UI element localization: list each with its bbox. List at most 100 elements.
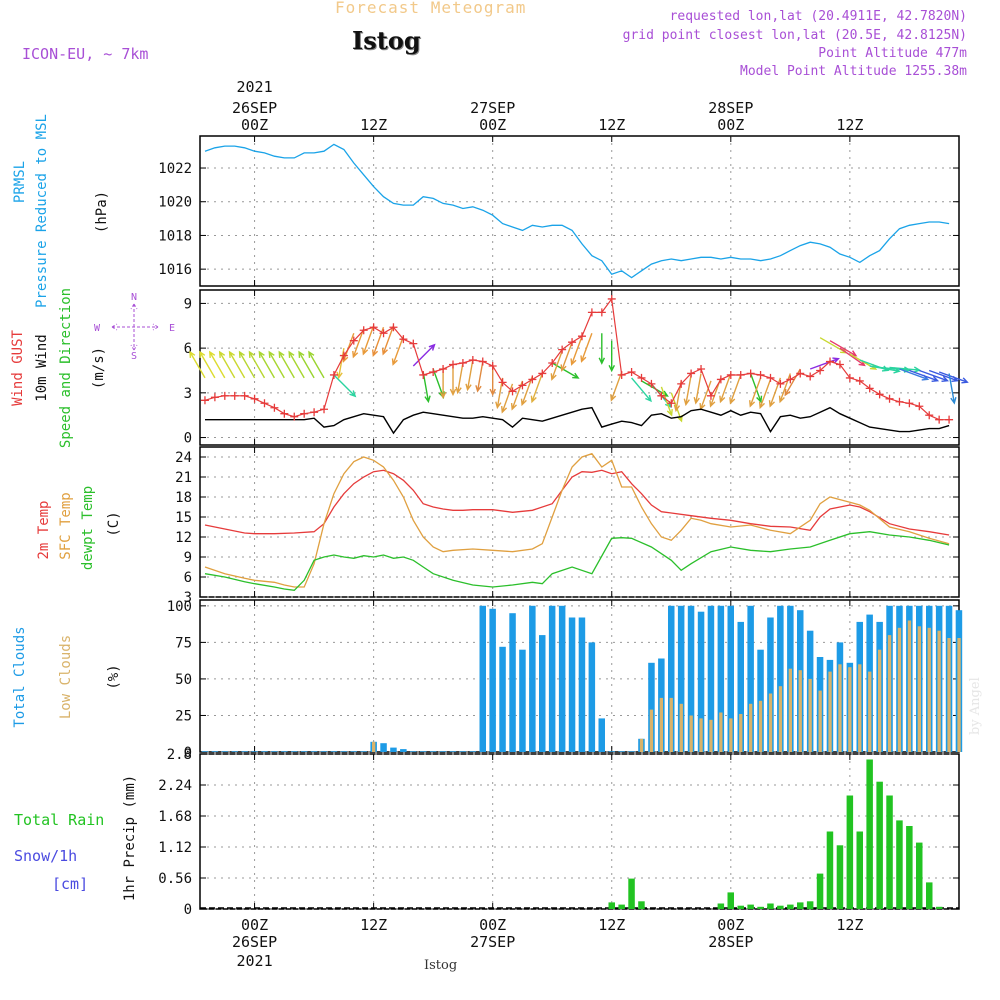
low-cloud-bar	[669, 697, 673, 752]
gust-marker	[478, 357, 487, 366]
gust-marker	[409, 339, 418, 348]
wind-direction-arrow	[228, 350, 246, 379]
total-clouds-ylabel: Total Clouds	[12, 626, 28, 727]
snow-unit-label: [cm]	[52, 875, 88, 893]
gust-marker	[449, 360, 457, 369]
total-cloud-bar	[241, 751, 248, 752]
wind-direction-ylabel: Speed and Direction	[58, 288, 74, 448]
model-label: ICON-EU, ~ 7km	[22, 45, 149, 63]
wind-direction-arrow	[298, 350, 315, 379]
y-tick-label: 9	[184, 550, 192, 566]
wind-direction-arrow	[449, 364, 457, 397]
pressure-ylabel: PRMSL	[12, 161, 28, 203]
panel-frame	[199, 446, 960, 598]
total-cloud-bar	[767, 617, 774, 752]
low-cloud-bar	[729, 718, 733, 752]
y-tick-label: 0	[184, 902, 192, 918]
total-cloud-bar	[697, 611, 705, 752]
t2m-ylabel: 2m Temp	[36, 500, 52, 559]
gust-marker	[230, 391, 239, 400]
compass-north-label: N	[131, 292, 137, 303]
gust-marker	[320, 405, 329, 414]
gust-marker	[498, 378, 507, 387]
gust-marker	[250, 394, 259, 403]
panel-frame	[199, 753, 960, 910]
total-cloud-bar	[330, 751, 338, 752]
bottom-time-label: 28SEP	[708, 933, 753, 951]
bottom-time-label: 12Z	[598, 916, 625, 934]
gust-marker	[528, 375, 537, 384]
gust-marker	[617, 370, 626, 379]
total-cloud-bar	[588, 642, 596, 752]
y-tick-label: 1018	[158, 228, 192, 244]
wind-direction-arrow	[248, 350, 266, 379]
gust-marker	[329, 370, 338, 379]
bottom-time-label: 00Z	[479, 916, 506, 934]
compass-west-label: W	[94, 323, 101, 334]
wind-direction-arrow	[768, 377, 782, 408]
rain-bar	[727, 892, 734, 909]
rain-bar	[836, 845, 844, 909]
gust-marker	[935, 415, 944, 424]
total-cloud-bar	[558, 605, 566, 752]
location-title: Istog	[352, 26, 421, 55]
bottom-time-label: 12Z	[836, 916, 863, 934]
gust-marker	[439, 364, 448, 373]
wind-direction-arrow	[899, 368, 930, 381]
gust-marker	[905, 399, 914, 408]
wind-direction-arrow	[455, 362, 464, 395]
low-cloud-bar	[927, 627, 931, 752]
wind-unit-label: (m/s)	[91, 347, 107, 389]
gust-marker	[845, 373, 854, 382]
low-cloud-bar	[679, 703, 683, 752]
wind-direction-arrow	[919, 369, 950, 382]
low-cloud-bar	[768, 693, 773, 752]
gust-marker	[200, 396, 209, 405]
wind-ylabel: 10m Wind	[34, 334, 50, 401]
gust-marker	[587, 308, 596, 317]
wind-direction-arrow	[660, 386, 673, 417]
gust-ylabel: Wind GUST	[10, 330, 26, 406]
low-cloud-bar	[699, 718, 703, 752]
total-cloud-bar	[509, 613, 516, 752]
wind-direction-arrow	[550, 350, 563, 381]
gust-marker	[220, 391, 229, 400]
wind-direction-arrow	[598, 333, 606, 365]
rain-bar	[787, 904, 794, 909]
rain-bar	[638, 901, 645, 910]
total-cloud-bar	[668, 605, 675, 752]
total-cloud-bar	[489, 608, 496, 752]
wind-direction-arrow	[778, 373, 791, 404]
wind-direction-arrow	[610, 371, 623, 402]
wind-direction-arrow	[631, 377, 652, 403]
top-time-label: 26SEP	[232, 99, 277, 117]
low-cloud-bar	[719, 712, 723, 752]
bottom-time-label: 26SEP	[232, 933, 277, 951]
y-tick-label: 0	[184, 431, 192, 447]
total-cloud-bar	[707, 605, 715, 752]
forecast-title: Forecast Meteogram	[335, 0, 527, 17]
y-tick-label: 3	[184, 386, 192, 402]
gust-marker	[885, 394, 894, 403]
wind-direction-arrow	[758, 379, 772, 410]
wind-direction-arrow	[683, 374, 692, 407]
y-tick-label: 24	[175, 450, 192, 466]
y-tick-label: 0	[184, 745, 192, 761]
wind-direction-arrow	[268, 350, 285, 379]
total-cloud-bar	[410, 751, 417, 752]
y-tick-label: 6	[184, 341, 192, 357]
pressure-line	[204, 143, 950, 279]
total-cloud-bar	[221, 751, 228, 752]
low-cloud-bar	[749, 703, 753, 752]
total-cloud-bar	[677, 605, 685, 752]
wind-direction-arrow	[333, 374, 357, 398]
rain-bar	[806, 901, 814, 910]
compass-east-label: E	[169, 323, 175, 334]
grid-point-coords: grid point closest lon,lat (20.5E, 42.81…	[622, 28, 967, 43]
rain-bar	[866, 759, 873, 909]
gust-marker	[300, 409, 309, 418]
temp-unit-label: (C)	[106, 511, 122, 536]
total-cloud-bar	[380, 743, 387, 752]
total-cloud-bar	[300, 751, 308, 752]
gust-marker	[339, 351, 348, 360]
